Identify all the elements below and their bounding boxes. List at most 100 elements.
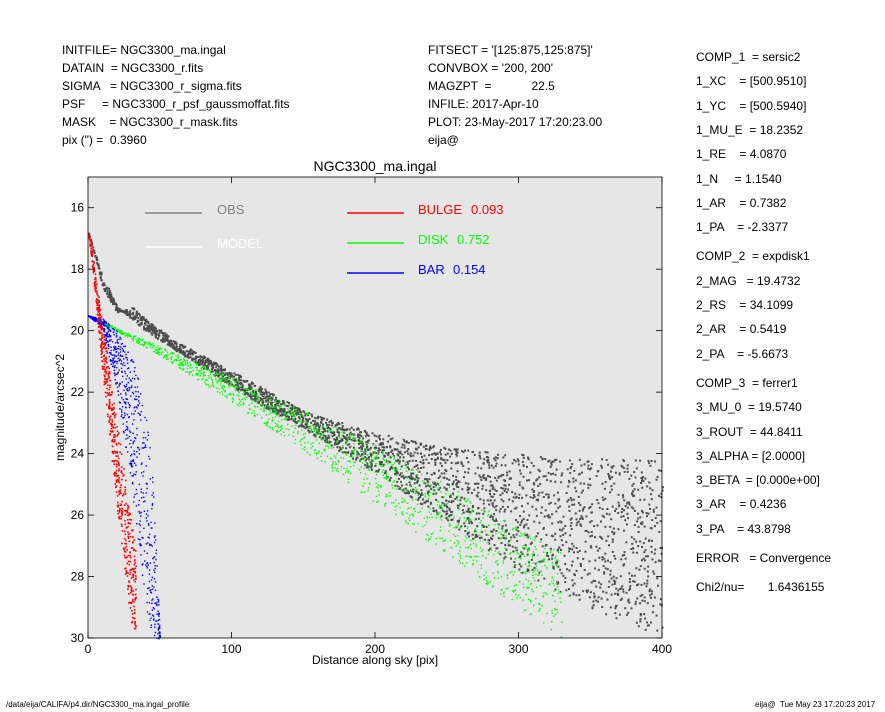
data-point <box>545 544 547 546</box>
data-point <box>125 378 126 379</box>
data-point <box>394 457 395 458</box>
data-point <box>288 402 290 404</box>
data-point <box>639 516 641 518</box>
data-point <box>366 467 368 469</box>
data-point <box>330 431 332 433</box>
data-point <box>97 321 98 322</box>
data-point <box>117 339 118 340</box>
data-point <box>467 547 468 548</box>
data-point <box>359 432 361 434</box>
data-point <box>210 377 211 378</box>
data-point <box>531 542 533 544</box>
data-point <box>145 445 146 446</box>
data-point <box>446 478 448 480</box>
data-point <box>266 423 267 424</box>
data-point <box>568 550 570 552</box>
data-point <box>140 545 141 546</box>
data-point <box>427 482 428 483</box>
data-point <box>133 340 134 341</box>
data-point <box>644 568 646 570</box>
data-point <box>124 415 125 416</box>
data-point <box>582 590 584 592</box>
data-point <box>495 509 497 511</box>
data-point <box>626 592 628 594</box>
data-point <box>106 325 107 326</box>
data-point <box>503 593 504 594</box>
data-point <box>536 566 537 567</box>
data-point <box>370 452 371 453</box>
data-point <box>172 363 173 364</box>
data-point <box>291 426 292 427</box>
data-point <box>300 413 302 415</box>
data-point <box>389 457 390 458</box>
data-point <box>338 429 339 430</box>
data-point <box>314 429 315 430</box>
data-point <box>458 543 459 544</box>
data-point <box>589 560 591 562</box>
data-point <box>561 472 563 474</box>
data-point <box>353 429 355 431</box>
data-point <box>539 610 540 611</box>
data-point <box>594 580 596 582</box>
data-point <box>579 459 581 461</box>
data-point <box>155 347 156 348</box>
data-point <box>115 379 116 380</box>
data-point <box>633 471 635 473</box>
data-point <box>127 388 128 389</box>
data-point <box>535 479 537 481</box>
data-point <box>439 507 440 508</box>
data-point <box>552 595 553 596</box>
data-point <box>608 477 610 479</box>
data-point <box>425 485 427 487</box>
data-point <box>497 564 498 565</box>
data-point <box>624 519 626 521</box>
data-point <box>397 459 399 461</box>
data-point <box>527 551 528 552</box>
data-point <box>460 557 461 558</box>
data-point <box>125 430 126 431</box>
data-point <box>167 354 168 355</box>
data-point <box>251 403 252 404</box>
data-point <box>178 348 180 350</box>
data-point <box>152 577 153 578</box>
data-point <box>376 483 377 484</box>
data-point <box>482 513 484 515</box>
data-point <box>446 483 448 485</box>
data-point <box>562 528 564 530</box>
data-point <box>157 345 158 346</box>
data-point <box>468 508 470 510</box>
data-point <box>467 450 469 452</box>
data-point <box>121 409 122 410</box>
data-point <box>310 443 311 444</box>
data-point <box>204 382 205 383</box>
data-point <box>264 404 266 406</box>
data-point <box>400 489 401 490</box>
data-point <box>621 511 623 513</box>
data-point <box>123 333 124 334</box>
data-point <box>342 432 343 433</box>
data-point <box>541 605 542 606</box>
data-point <box>415 511 416 512</box>
data-point <box>94 318 95 319</box>
data-point <box>401 502 402 503</box>
data-point <box>567 485 569 487</box>
data-point <box>134 316 136 318</box>
data-point <box>611 531 613 533</box>
data-point <box>514 590 515 591</box>
data-point <box>536 587 537 588</box>
data-point <box>414 441 416 443</box>
data-point <box>403 456 405 458</box>
data-point <box>218 388 219 389</box>
data-point <box>262 401 264 403</box>
data-point <box>407 448 409 450</box>
data-point <box>124 531 126 533</box>
data-point <box>428 493 429 494</box>
data-point <box>503 557 505 559</box>
data-point <box>258 401 260 403</box>
data-point <box>601 598 603 600</box>
data-point <box>311 428 312 429</box>
data-point <box>143 492 144 493</box>
data-point <box>412 523 413 524</box>
data-point <box>502 492 504 494</box>
data-point <box>171 352 172 353</box>
